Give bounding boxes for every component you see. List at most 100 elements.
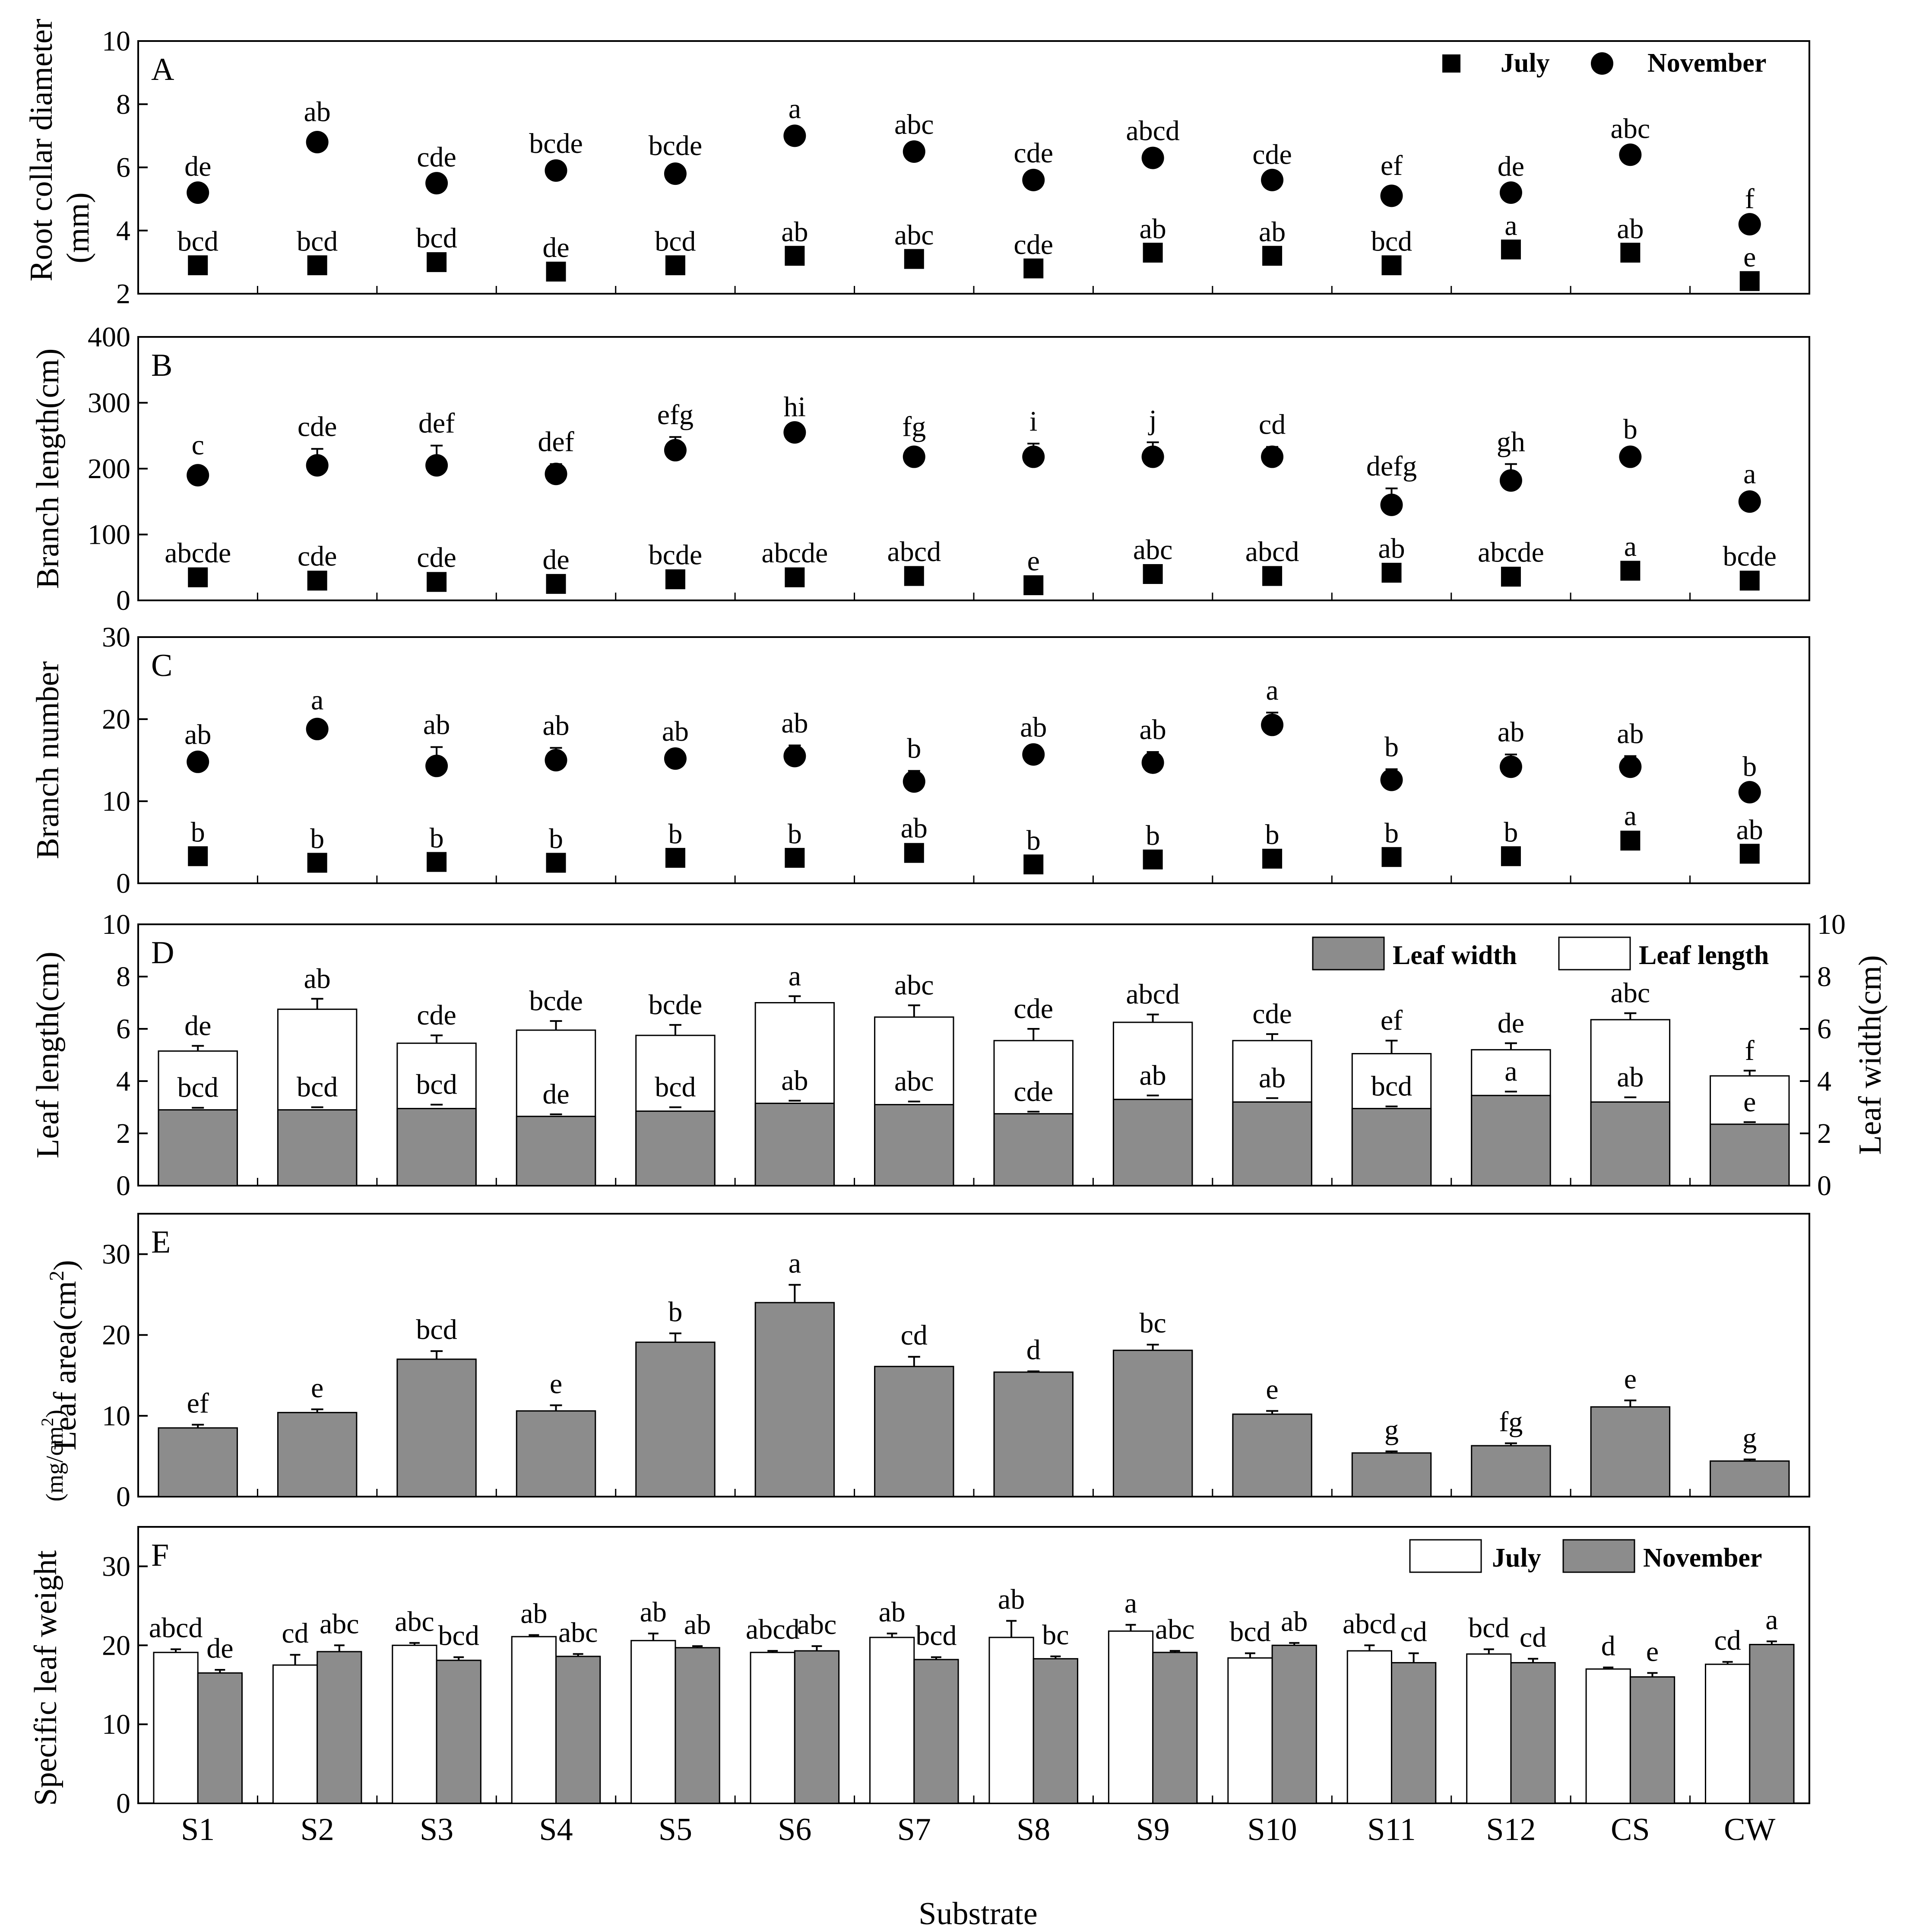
bar-november: [317, 1651, 362, 1804]
data-point-november: [1380, 184, 1403, 207]
significance-letter: e: [1646, 1636, 1659, 1667]
data-point-july: [427, 252, 447, 272]
significance-letter: e: [1266, 1374, 1278, 1405]
data-point-november: [664, 747, 687, 770]
significance-letter: bcd: [177, 1072, 219, 1104]
x-category-label: CS: [1611, 1812, 1650, 1847]
significance-letter: ab: [781, 1065, 808, 1096]
significance-letter: g: [1384, 1414, 1399, 1446]
bar-leaf-area: [635, 1342, 716, 1497]
significance-letter: bcd: [1468, 1612, 1509, 1643]
bar-july: [1466, 1653, 1512, 1804]
y-axis-title-superscript: 2: [38, 1418, 57, 1426]
data-point-november: [1261, 714, 1284, 736]
significance-letter: a: [1765, 1604, 1778, 1636]
significance-letter: fg: [1499, 1406, 1523, 1437]
bar-november: [675, 1647, 720, 1804]
data-point-november: [1022, 743, 1045, 766]
significance-letter: g: [1742, 1422, 1757, 1454]
bar-leaf-area: [1710, 1460, 1790, 1497]
significance-letter: bc: [1042, 1619, 1069, 1651]
bar-july: [272, 1664, 318, 1804]
y-tick-label: 10: [102, 1400, 130, 1432]
legend-marker-july: [1442, 54, 1460, 73]
data-point-november: [545, 463, 567, 485]
significance-letter: cd: [1400, 1616, 1427, 1648]
y-tick-label: 30: [102, 622, 130, 653]
y-tick-label: 0: [116, 868, 130, 899]
y-tick-label: 10: [102, 909, 130, 940]
data-point-november: [1499, 181, 1522, 204]
significance-letter: ab: [542, 710, 569, 742]
y-axis-title-close: ): [41, 1410, 68, 1418]
bar-leaf-area: [1590, 1406, 1671, 1497]
significance-letter: a: [311, 685, 323, 716]
y-axis-title: Specific leaf weight: [28, 1550, 63, 1806]
significance-letter: abcde: [165, 537, 231, 569]
data-point-november: [1141, 445, 1164, 468]
significance-letter: ab: [423, 709, 450, 741]
bar-leaf-area: [874, 1366, 954, 1497]
significance-letter: bcd: [1371, 1071, 1412, 1102]
data-point-july: [546, 261, 566, 282]
bar-november: [1510, 1662, 1556, 1804]
significance-letter: cd: [1259, 409, 1286, 441]
bar-leaf-width: [874, 1104, 954, 1186]
bar-leaf-area: [1112, 1349, 1193, 1497]
data-point-july: [1262, 566, 1283, 586]
bar-july: [511, 1636, 557, 1804]
bar-july: [1346, 1650, 1393, 1804]
data-point-november: [187, 464, 209, 487]
data-point-november: [306, 454, 329, 477]
significance-letter: ef: [1381, 150, 1403, 181]
legend-swatch-leaf-width: [1312, 936, 1385, 971]
data-point-november: [1499, 469, 1522, 492]
data-point-july: [785, 246, 805, 266]
significance-letter: abcde: [761, 537, 828, 569]
significance-letter: ab: [304, 963, 330, 994]
data-point-november: [783, 745, 806, 768]
y-tick-label: 8: [116, 89, 130, 120]
data-point-november: [425, 172, 448, 195]
significance-letter: bcde: [529, 985, 583, 1017]
significance-letter: abc: [894, 109, 934, 140]
significance-letter: d: [1601, 1630, 1615, 1662]
data-point-november: [1619, 445, 1642, 468]
data-point-november: [903, 445, 925, 468]
bar-november: [555, 1656, 601, 1804]
significance-letter: i: [1029, 406, 1037, 437]
y-tick-label: 20: [102, 1630, 130, 1661]
legend-label-july: July: [1501, 48, 1550, 78]
significance-letter: ef: [1381, 1005, 1403, 1036]
data-point-november: [1619, 143, 1642, 166]
y-axis-title-unit: (mm): [60, 192, 96, 263]
legend-swatch-july: [1409, 1539, 1482, 1573]
significance-letter: b: [549, 823, 563, 855]
significance-letter: ab: [684, 1609, 711, 1640]
significance-letter: cd: [1714, 1625, 1741, 1656]
legend-label-leaf-width: Leaf width: [1393, 941, 1517, 970]
y-tick-label: 4: [116, 1066, 130, 1097]
significance-letter: a: [789, 93, 801, 124]
data-point-november: [664, 162, 687, 185]
significance-letter: b: [668, 818, 682, 850]
y-tick-label: 2: [116, 278, 130, 310]
data-point-november: [1738, 781, 1761, 804]
significance-letter: ab: [1736, 814, 1763, 846]
data-point-november: [1499, 755, 1522, 778]
bar-july: [392, 1644, 437, 1804]
significance-letter: ab: [1617, 213, 1644, 244]
data-point-november: [1619, 755, 1642, 778]
data-point-july: [307, 571, 327, 591]
significance-letter: ab: [1139, 714, 1166, 746]
significance-letter: bcde: [649, 130, 703, 162]
significance-letter: abc: [1155, 1614, 1195, 1645]
significance-letter: ab: [662, 716, 689, 747]
significance-letter: bcd: [297, 226, 338, 257]
data-point-july: [1143, 242, 1163, 263]
data-point-november: [1022, 445, 1045, 468]
plot-frame: [137, 1213, 1810, 1497]
bar-leaf-width: [158, 1109, 238, 1186]
y2-tick-label: 2: [1817, 1118, 1831, 1149]
